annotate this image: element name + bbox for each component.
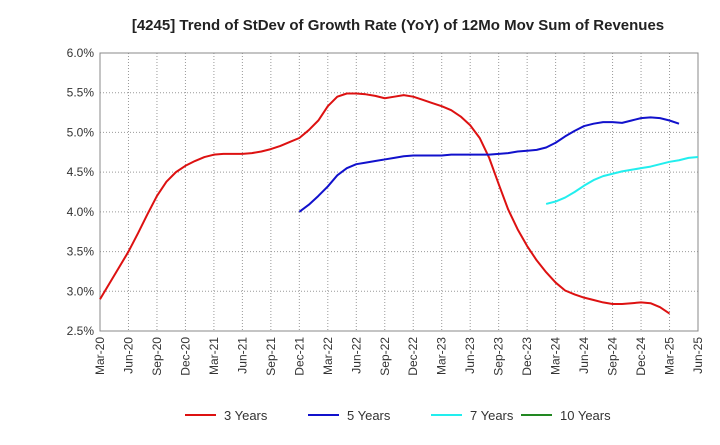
y-tick-label: 5.5% — [67, 86, 95, 100]
chart-title: [4245] Trend of StDev of Growth Rate (Yo… — [132, 17, 664, 34]
legend-label: 5 Years — [347, 408, 391, 423]
x-tick-label: Jun-20 — [121, 337, 135, 374]
series-line-5-years — [298, 116, 680, 213]
x-tick-label: Sep-23 — [492, 337, 506, 376]
x-tick-label: Mar-23 — [435, 337, 449, 375]
x-tick-label: Jun-21 — [235, 337, 249, 374]
x-tick-label: Mar-25 — [663, 337, 677, 375]
grid-layer — [100, 53, 698, 331]
series-line-7-years — [545, 156, 699, 205]
series-line-3-years — [99, 92, 671, 315]
x-tick-label: Jun-22 — [349, 337, 363, 374]
plot-frame — [99, 52, 699, 332]
x-tick-label: Sep-20 — [150, 337, 164, 376]
x-axis-ticks: Mar-20 Jun-20 Sep-20 Dec-20 Mar-21 Jun-21 Sep-… — [93, 337, 705, 376]
y-axis-ticks: 6.0% 5.5% 5.0% 4.5% 4.0% 3.5% 3.0% 2.5% — [67, 46, 95, 338]
plot-border — [99, 52, 699, 332]
x-tick-label: Dec-21 — [292, 337, 306, 376]
y-tick-label: 3.5% — [67, 245, 95, 259]
x-tick-label: Dec-20 — [178, 337, 192, 376]
x-tick-label: Dec-24 — [634, 337, 648, 376]
y-tick-label: 6.0% — [67, 46, 95, 60]
legend-label: 7 Years — [470, 408, 514, 423]
x-tick-label: Jun-24 — [577, 337, 591, 374]
x-tick-label: Mar-21 — [207, 337, 221, 375]
x-tick-label: Dec-22 — [406, 337, 420, 376]
x-tick-label: Sep-21 — [264, 337, 278, 376]
x-tick-label: Jun-23 — [463, 337, 477, 374]
x-tick-label: Sep-24 — [606, 337, 620, 376]
series-layer — [99, 92, 699, 315]
y-tick-label: 4.0% — [67, 205, 95, 219]
x-tick-label: Mar-24 — [549, 337, 563, 375]
legend: 3 Years 5 Years 7 Years 10 Years — [185, 408, 611, 423]
y-tick-label: 3.0% — [67, 284, 95, 298]
y-tick-label: 5.0% — [67, 125, 95, 139]
y-tick-label: 4.5% — [67, 165, 95, 179]
y-tick-label: 2.5% — [67, 324, 95, 338]
x-tick-label: Mar-20 — [93, 337, 107, 375]
x-tick-label: Dec-23 — [520, 337, 534, 376]
legend-label: 10 Years — [560, 408, 611, 423]
x-tick-label: Jun-25 — [691, 337, 705, 374]
x-tick-label: Sep-22 — [378, 337, 392, 376]
x-tick-label: Mar-22 — [321, 337, 335, 375]
legend-label: 3 Years — [224, 408, 268, 423]
